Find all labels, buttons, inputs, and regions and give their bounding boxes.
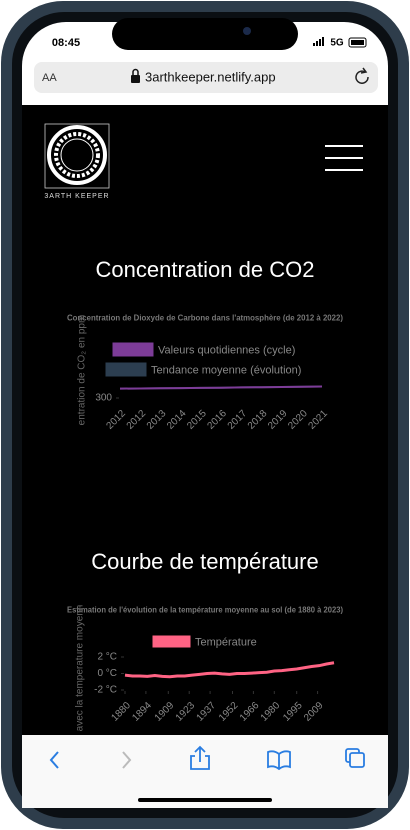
signal-icon [313,37,324,46]
camera [243,27,251,35]
url-text[interactable]: 3arthkeeper.netlify.app [145,69,276,84]
legend-label: Température [195,636,257,648]
tabs-button[interactable] [345,748,365,768]
web-content [22,105,388,735]
chart-title: Concentration de Dioxyde de Carbone dans… [67,312,343,322]
status-network: 5G [330,38,344,49]
status-time: 08:45 [52,37,80,49]
line-series [124,661,335,679]
notch [112,18,298,50]
forward-button[interactable] [122,751,132,769]
legend-label: Tendance moyenne (évolution) [151,364,301,376]
logo[interactable] [44,123,110,189]
y-tick-label: 300 [95,393,112,404]
section-heading: Courbe de température [91,549,318,574]
url-bar[interactable] [34,62,378,93]
home-indicator [138,798,272,802]
bookmarks-button[interactable] [267,750,291,771]
menu-button[interactable] [325,145,363,171]
legend-swatch [105,362,147,377]
y-tick-label: 2 °C [97,652,117,663]
y-tick-label: 0 °C [97,668,117,679]
legend-swatch [112,342,154,357]
chart-title: Estimation de l'évolution de la températ… [67,604,343,614]
y-axis-label: entration de CO₂ en ppm [77,315,88,426]
section-heading: Concentration de CO2 [96,257,315,282]
logo-text: 3ARTH KEEPER [44,193,109,200]
reload-icon[interactable] [355,67,369,84]
legend-swatch [152,635,191,648]
legend-label: Valeurs quotidiennes (cycle) [158,344,295,356]
battery-level [351,40,364,45]
back-button[interactable] [49,751,59,769]
battery-icon [348,37,367,48]
toolbar [22,735,388,808]
share-button[interactable] [190,745,210,770]
line-series [119,385,323,390]
lock-icon [131,68,140,83]
y-axis-label: avec la temperature moyenn [75,605,86,732]
y-tick-label: -2 °C [94,685,117,696]
text-size-button[interactable]: AA [42,72,57,84]
